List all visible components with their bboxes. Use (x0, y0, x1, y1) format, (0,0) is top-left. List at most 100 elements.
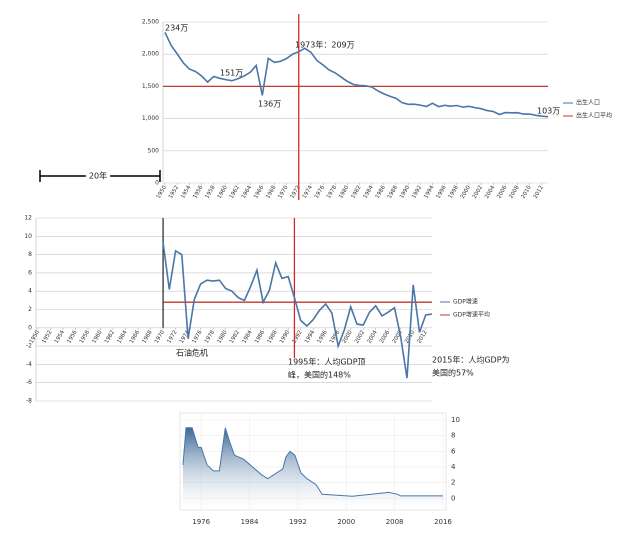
y-tick-label: 0 (451, 494, 455, 502)
y-tick-label: 1,500 (142, 83, 159, 90)
x-tick-label: 2002 (472, 185, 484, 200)
x-tick-label: 1996 (317, 329, 329, 345)
annotation: 1973年：209万 (295, 40, 355, 50)
x-tick-label: 1960 (91, 329, 103, 345)
x-tick-label: 2010 (521, 184, 533, 200)
x-tick-label: 1954 (54, 329, 66, 345)
x-tick-label: 2006 (496, 184, 508, 200)
x-tick-label: 1954 (180, 184, 192, 200)
x-tick-label: 1990 (399, 184, 411, 200)
x-tick-label: 1952 (168, 185, 180, 200)
y-tick-label: 2,000 (142, 51, 159, 58)
y-tick-label: 2 (451, 479, 455, 487)
x-tick-label: 1960 (217, 184, 229, 200)
x-tick-label: 2002 (354, 330, 366, 345)
x-tick-label: 2016 (434, 518, 452, 526)
y-tick-label: 10 (24, 233, 32, 240)
x-tick-label: 1962 (104, 330, 116, 345)
y-tick-label: 4 (28, 288, 32, 295)
line (164, 32, 549, 118)
x-tick-label: 1962 (229, 185, 241, 200)
x-tick-label: 2008 (508, 184, 520, 200)
x-tick-label: 2000 (337, 518, 355, 526)
x-tick-label: 1986 (375, 184, 387, 200)
x-tick-label: 2004 (367, 329, 379, 345)
x-tick-label: 1976 (192, 518, 210, 526)
y-tick-label: 12 (24, 215, 32, 222)
annotation: 136万 (258, 100, 281, 109)
y-tick-label: 1,000 (142, 115, 159, 122)
annotation: 234万 (165, 24, 188, 33)
x-tick-label: 1984 (241, 329, 253, 345)
y-tick-label: 2 (28, 306, 32, 313)
x-tick-label: 1968 (141, 329, 153, 345)
x-tick-label: 2012 (417, 330, 429, 345)
x-tick-label: 2004 (484, 184, 496, 200)
y-tick-label: 6 (28, 269, 32, 276)
legend-label: GDP增速 (453, 298, 478, 306)
x-tick-label: 1970 (154, 329, 166, 345)
x-tick-label: 1952 (41, 330, 53, 345)
x-tick-label: 1966 (253, 184, 265, 200)
area (183, 427, 443, 510)
x-tick-label: 1994 (304, 329, 316, 345)
x-tick-label: 1950 (29, 329, 41, 345)
x-tick-label: 1996 (435, 184, 447, 200)
y-tick-label: 500 (148, 147, 160, 154)
legend-label: 出生人口 (576, 99, 600, 107)
x-tick-label: 1982 (350, 185, 362, 200)
annotation: 石油危机 (176, 348, 208, 358)
x-tick-label: 1984 (363, 184, 375, 200)
x-tick-label: 2008 (386, 518, 404, 526)
y-tick-label: -8 (26, 398, 32, 405)
annotation: 103万 (537, 107, 560, 116)
x-tick-label: 2012 (533, 185, 545, 200)
x-tick-label: 1988 (266, 329, 278, 345)
x-tick-label: 1994 (423, 184, 435, 200)
x-tick-label: 1990 (279, 329, 291, 345)
x-tick-label: 1978 (204, 329, 216, 345)
annotation: 2015年：人均GDP为 (432, 355, 510, 365)
annotation: 峰，美国的148% (288, 370, 351, 380)
x-tick-label: 1968 (265, 184, 277, 200)
x-tick-label: 1950 (156, 184, 168, 200)
x-tick-label: 1984 (241, 518, 259, 526)
line (182, 427, 443, 497)
x-tick-label: 1958 (79, 329, 91, 345)
x-tick-label: 1982 (229, 330, 241, 345)
x-tick-label: 1980 (216, 329, 228, 345)
x-tick-label: 1986 (254, 329, 266, 345)
label-bg (85, 170, 111, 181)
y-tick-label: 2,500 (142, 19, 159, 26)
x-tick-label: 1964 (116, 329, 128, 345)
y-tick-label: -6 (26, 379, 32, 386)
x-tick-label: 1956 (192, 184, 204, 200)
x-tick-label: 1992 (292, 330, 304, 345)
x-tick-label: 1972 (166, 330, 178, 345)
x-tick-label: 1976 (191, 329, 203, 345)
y-tick-label: 0 (155, 180, 159, 187)
line (162, 242, 433, 379)
x-tick-label: 1976 (314, 184, 326, 200)
x-tick-label: 1958 (204, 184, 216, 200)
annotation: 151万 (220, 69, 243, 78)
y-tick-label: 4 (451, 463, 456, 471)
x-tick-label: 1992 (289, 518, 307, 526)
y-tick-label: -4 (26, 361, 32, 368)
annotation: 1995年：人均GDP顶 (288, 357, 366, 367)
y-tick-label: -2 (26, 343, 32, 350)
x-tick-label: 1978 (326, 184, 338, 200)
x-tick-label: 1964 (241, 184, 253, 200)
y-tick-label: 8 (451, 432, 455, 440)
y-tick-label: 10 (451, 416, 460, 424)
annotation: 美国的57% (432, 368, 474, 378)
y-tick-label: 0 (28, 324, 32, 331)
x-tick-label: 1998 (448, 184, 460, 200)
x-tick-label: 1980 (338, 184, 350, 200)
y-tick-label: 6 (451, 447, 456, 455)
y-tick-label: 8 (28, 251, 32, 258)
x-tick-label: 2006 (379, 329, 391, 345)
x-tick-label: 2000 (460, 184, 472, 200)
annotation: 20年 (89, 171, 107, 181)
